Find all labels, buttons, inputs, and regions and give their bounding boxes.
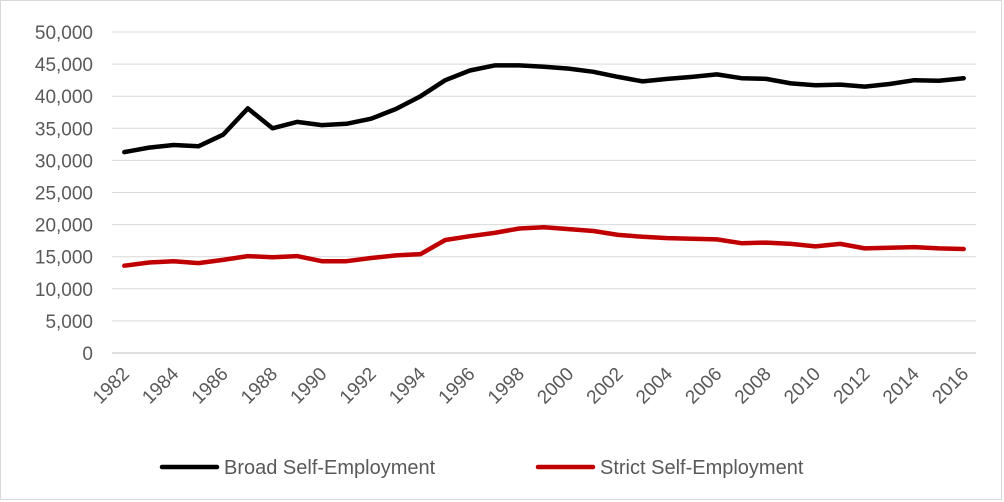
x-tick-label: 2014: [879, 363, 924, 408]
x-tick-label: 1994: [385, 363, 430, 408]
legend-label: Strict Self-Employment: [600, 457, 804, 479]
x-tick-label: 2008: [731, 364, 776, 409]
y-axis-tick-labels: 0 5,000 10,000 15,000 20,000 25,000 30,000 35,0…: [35, 23, 93, 365]
x-tick-label: 1990: [287, 364, 332, 409]
y-tick-label: 0: [82, 344, 93, 365]
x-axis-tick-labels: 1982 1984 1986 1988 1990 1992 1994 1996 1998 2000…: [89, 363, 973, 408]
y-tick-label: 30,000: [35, 151, 93, 172]
y-tick-label: 15,000: [35, 248, 93, 269]
x-tick-label: 1982: [89, 364, 134, 409]
x-tick-label: 1998: [484, 364, 529, 409]
x-tick-label: 2004: [632, 363, 677, 408]
y-tick-label: 45,000: [35, 55, 93, 76]
y-tick-label: 10,000: [35, 280, 93, 301]
x-tick-label: 2002: [583, 364, 628, 409]
x-tick-label: 1988: [237, 364, 282, 409]
series-line-strict-self-employment: [122, 224, 966, 268]
y-tick-label: 40,000: [35, 87, 93, 108]
x-tick-label: 1992: [336, 364, 381, 409]
x-tick-label: 2012: [830, 364, 875, 409]
x-tick-label: 2010: [780, 364, 825, 409]
x-tick-label: 1996: [435, 364, 480, 409]
x-tick-label: 2016: [928, 364, 973, 409]
y-tick-label: 25,000: [35, 184, 93, 205]
y-tick-label: 20,000: [35, 216, 93, 237]
x-tick-label: 1984: [139, 363, 184, 408]
x-tick-label: 2006: [682, 364, 727, 409]
series-lines: [122, 63, 966, 268]
y-tick-label: 50,000: [35, 23, 93, 44]
y-tick-label: 35,000: [35, 119, 93, 140]
legend: Broad Self-Employment Strict Self-Employm…: [159, 457, 804, 479]
series-line-broad-self-employment: [122, 63, 966, 155]
x-tick-label: 1986: [188, 364, 233, 409]
gridlines: [112, 31, 976, 354]
legend-label: Broad Self-Employment: [224, 457, 436, 479]
x-tick-label: 2000: [533, 364, 578, 409]
y-tick-label: 5,000: [45, 312, 93, 333]
